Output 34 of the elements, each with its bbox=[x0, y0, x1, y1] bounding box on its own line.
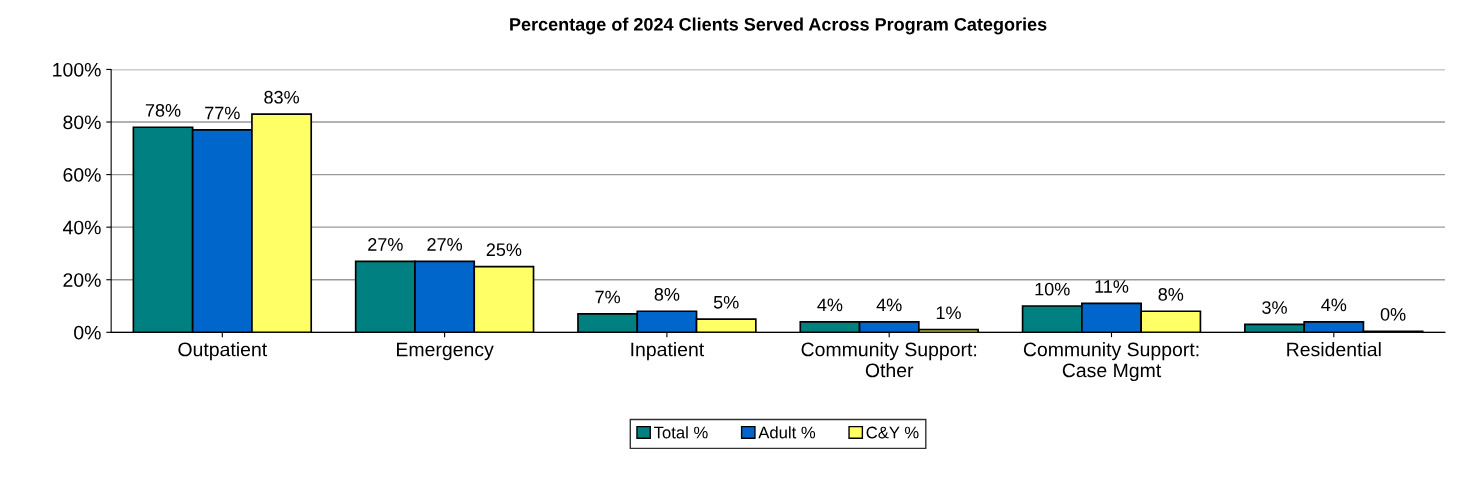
x-tick-label: Community Support: Case Mgmt bbox=[1023, 342, 1199, 382]
y-tick-label: 20% bbox=[63, 273, 101, 287]
data-label: 8% bbox=[654, 287, 680, 301]
y-tick-label: 80% bbox=[63, 115, 101, 130]
data-label: 8% bbox=[1158, 287, 1184, 301]
data-label: 78% bbox=[145, 103, 181, 117]
data-label: 1% bbox=[936, 306, 961, 320]
data-label: 25% bbox=[486, 243, 522, 257]
data-label: 83% bbox=[264, 90, 300, 104]
data-label: 5% bbox=[713, 295, 739, 309]
x-tick-label: Inpatient bbox=[631, 342, 705, 361]
chart-title: Percentage of 2024 Clients Served Across Program Categories bbox=[510, 17, 1047, 35]
data-label: 4% bbox=[876, 298, 902, 312]
y-tick-label: 60% bbox=[63, 168, 101, 182]
x-tick-label: Residential bbox=[1287, 342, 1381, 357]
data-label: 3% bbox=[1262, 301, 1287, 314]
x-tick-label: Outpatient bbox=[178, 342, 268, 361]
legend-label: Adult % bbox=[758, 426, 816, 439]
x-tick-label: Community Support: Other bbox=[801, 342, 977, 378]
y-tick-label: 100% bbox=[53, 62, 101, 77]
legend-label: C&Y % bbox=[866, 426, 919, 439]
data-label: 4% bbox=[1321, 298, 1347, 312]
data-label: 27% bbox=[368, 238, 403, 251]
data-label: 77% bbox=[205, 106, 240, 120]
data-label: 7% bbox=[595, 290, 621, 304]
data-label: 10% bbox=[1035, 282, 1070, 296]
y-tick-label: 0% bbox=[74, 325, 101, 340]
legend-label: Total % bbox=[654, 426, 708, 439]
data-label: 4% bbox=[817, 298, 843, 312]
data-label: 11% bbox=[1095, 280, 1129, 293]
y-tick-label: 40% bbox=[62, 220, 101, 235]
x-tick-label: Emergency bbox=[397, 342, 494, 361]
data-label: 27% bbox=[427, 238, 463, 251]
data-label: 0% bbox=[1380, 307, 1406, 321]
